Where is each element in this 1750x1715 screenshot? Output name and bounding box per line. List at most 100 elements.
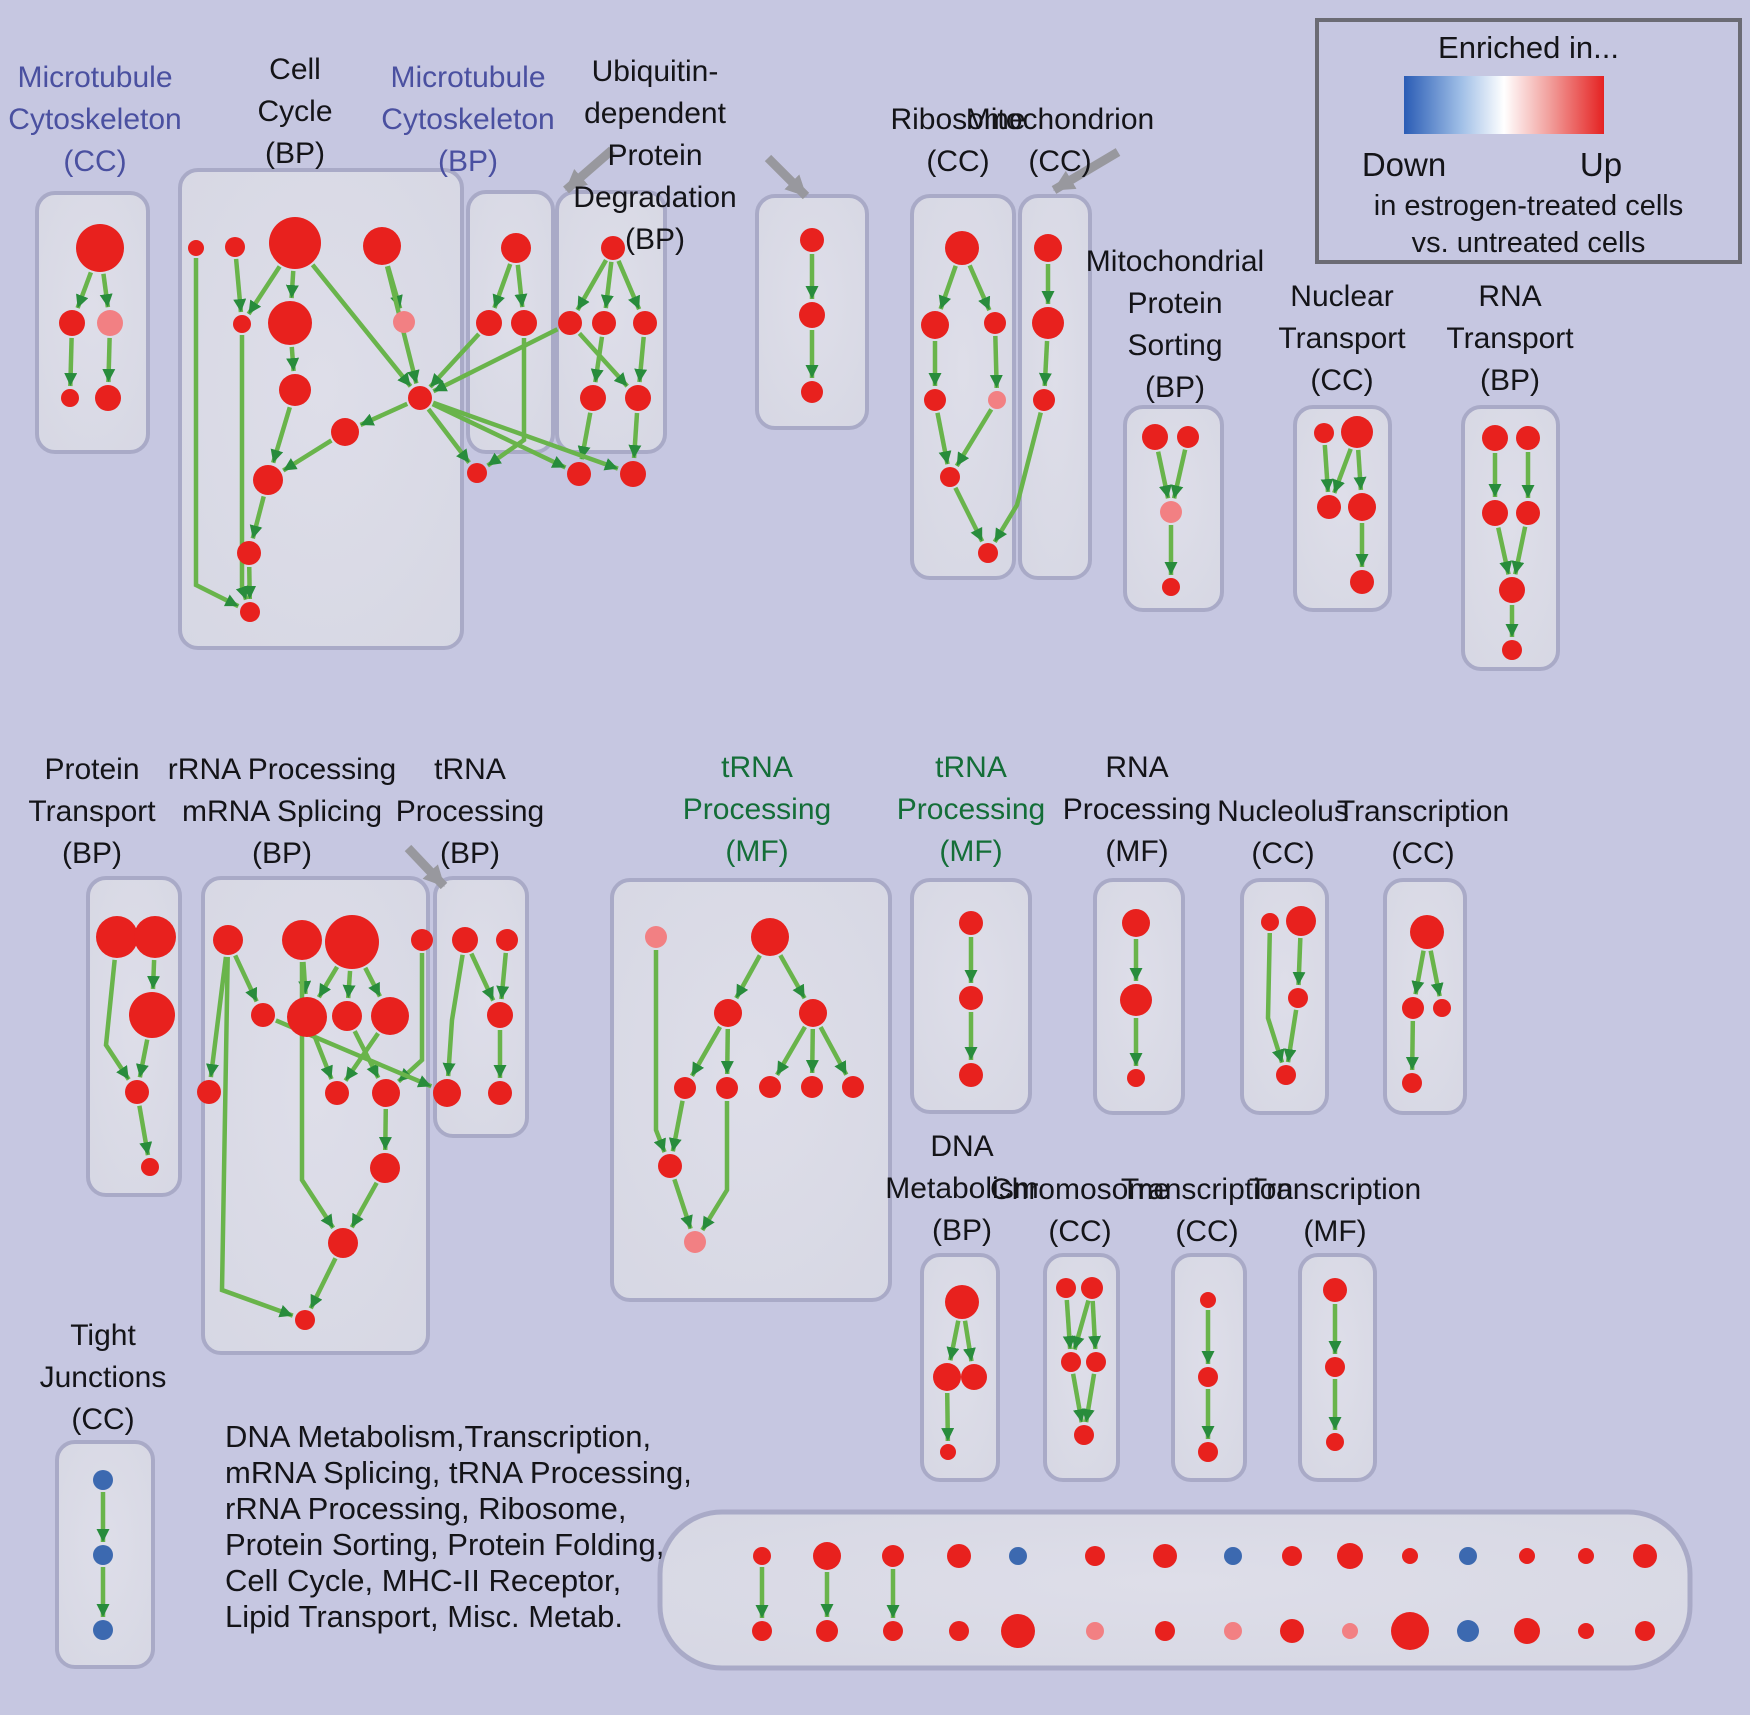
- go-term-node: [1224, 1622, 1242, 1640]
- cluster-label-line: (CC): [926, 145, 990, 178]
- go-term-node: [1127, 1069, 1145, 1087]
- edge: [1170, 449, 1188, 499]
- go-term-node: [213, 925, 243, 955]
- legend-title: Enriched in...: [1438, 30, 1619, 65]
- go-term-node: [1323, 1278, 1347, 1302]
- cluster-label-line: RNA: [1105, 751, 1169, 784]
- cluster-label-line: (MF): [1105, 835, 1169, 868]
- cluster-label-ubiq: Ubiquitin-dependent Protein Degradation (BP…: [573, 51, 736, 261]
- edge: [147, 959, 160, 990]
- cluster-label-line: Protein: [1127, 287, 1223, 320]
- go-term-node: [496, 929, 518, 951]
- go-term-node: [620, 461, 646, 487]
- legend-box: Enriched in... Down Up in estrogen-treat…: [1315, 18, 1742, 264]
- cluster-label-nucleolus: Nucleolus (CC): [1217, 791, 1349, 875]
- edge: [954, 408, 994, 468]
- edge: [953, 486, 985, 543]
- go-term-node: [813, 1542, 841, 1570]
- go-term-node: [1081, 1277, 1103, 1299]
- go-term-node: [253, 465, 283, 495]
- go-term-node: [328, 1228, 358, 1258]
- edge: [75, 271, 94, 309]
- edge: [137, 1105, 153, 1156]
- go-term-node: [1033, 389, 1055, 411]
- go-term-node: [467, 463, 487, 483]
- go-term-node: [1162, 578, 1180, 596]
- edge: [233, 258, 247, 313]
- cluster-box-rrna: [201, 876, 430, 1355]
- edge: [1081, 1373, 1097, 1423]
- edge: [590, 336, 605, 383]
- edge: [634, 336, 648, 383]
- go-term-node: [625, 385, 651, 411]
- label-callout-arrow: [764, 154, 810, 200]
- edge: [668, 1100, 685, 1152]
- cluster-box-dna_met: [920, 1253, 1000, 1482]
- edge: [310, 263, 413, 388]
- go-term-node: [961, 1364, 987, 1390]
- cluster-label-line: Transport: [1446, 322, 1574, 355]
- go-term-node: [1578, 1623, 1594, 1639]
- go-term-node: [1325, 1357, 1345, 1377]
- go-term-node: [1001, 1614, 1035, 1648]
- footnote-line: Protein Sorting, Protein Folding,: [225, 1527, 665, 1562]
- cluster-label-line: Degradation: [573, 181, 737, 214]
- cluster-label-dna_met: DNA Metabolism (BP): [885, 1126, 1038, 1252]
- edge: [1283, 1009, 1299, 1063]
- go-term-node: [940, 1444, 956, 1460]
- go-term-node: [1635, 1621, 1655, 1641]
- edge: [1496, 527, 1513, 575]
- cluster-label-line: Processing: [395, 795, 545, 828]
- go-term-node: [279, 374, 311, 406]
- edge: [1265, 932, 1285, 1064]
- cluster-label-trna_mf_big: tRNA Processing (MF): [683, 747, 831, 873]
- cluster-box-mito: [1018, 194, 1092, 580]
- cluster-label-chromosome: Chromosome (CC): [990, 1169, 1170, 1253]
- edge: [432, 327, 559, 394]
- go-term-node: [592, 311, 616, 335]
- label-callout-arrow: [563, 146, 615, 194]
- go-term-node: [645, 926, 667, 948]
- go-term-node: [947, 1544, 971, 1568]
- edge: [1411, 950, 1426, 995]
- go-term-node: [1034, 234, 1062, 262]
- edge: [233, 954, 259, 1003]
- cluster-label-line: Junctions: [39, 1361, 167, 1394]
- go-term-node: [269, 217, 321, 269]
- go-term-node: [1314, 423, 1334, 443]
- edge: [577, 412, 593, 460]
- go-term-node: [1516, 426, 1540, 450]
- cluster-label-rna_t: RNA Transport (BP): [1446, 276, 1573, 402]
- go-term-node: [1499, 577, 1525, 603]
- cluster-label-line: Sorting: [1127, 329, 1223, 362]
- cluster-label-line: dependent: [584, 97, 726, 130]
- go-term-node: [933, 1363, 961, 1391]
- go-term-node: [325, 1081, 349, 1105]
- go-term-node: [125, 1080, 149, 1104]
- edge: [616, 259, 642, 311]
- go-term-node: [487, 1002, 513, 1028]
- edge: [946, 1320, 961, 1361]
- cluster-label-nuclear_t: Nuclear Transport (CC): [1278, 276, 1405, 402]
- go-term-node: [751, 918, 789, 956]
- cluster-label-tight_j: Tight Junctions (CC): [40, 1315, 167, 1441]
- go-term-node: [1198, 1442, 1218, 1462]
- edge: [778, 954, 807, 1000]
- edge: [967, 264, 992, 312]
- go-term-node: [287, 997, 327, 1037]
- go-term-node: [940, 467, 960, 487]
- cluster-label-cell_cycle: Cell Cycle (BP): [257, 49, 332, 175]
- edge: [282, 438, 333, 473]
- edge: [270, 406, 292, 464]
- cluster-box-ribosome: [910, 194, 1016, 580]
- cluster-label-mito: Mitochondrion (CC): [966, 99, 1154, 183]
- go-term-node: [1341, 416, 1373, 448]
- footnote-text: DNA Metabolism,Transcription, mRNA Splici…: [225, 1419, 692, 1635]
- legend-down-label: Down: [1361, 146, 1447, 183]
- go-term-node: [433, 1079, 461, 1107]
- edge: [193, 258, 240, 609]
- legend-caption-line2: vs. untreated cells: [1411, 227, 1646, 259]
- edge: [1062, 1299, 1076, 1350]
- go-term-node: [1459, 1547, 1477, 1565]
